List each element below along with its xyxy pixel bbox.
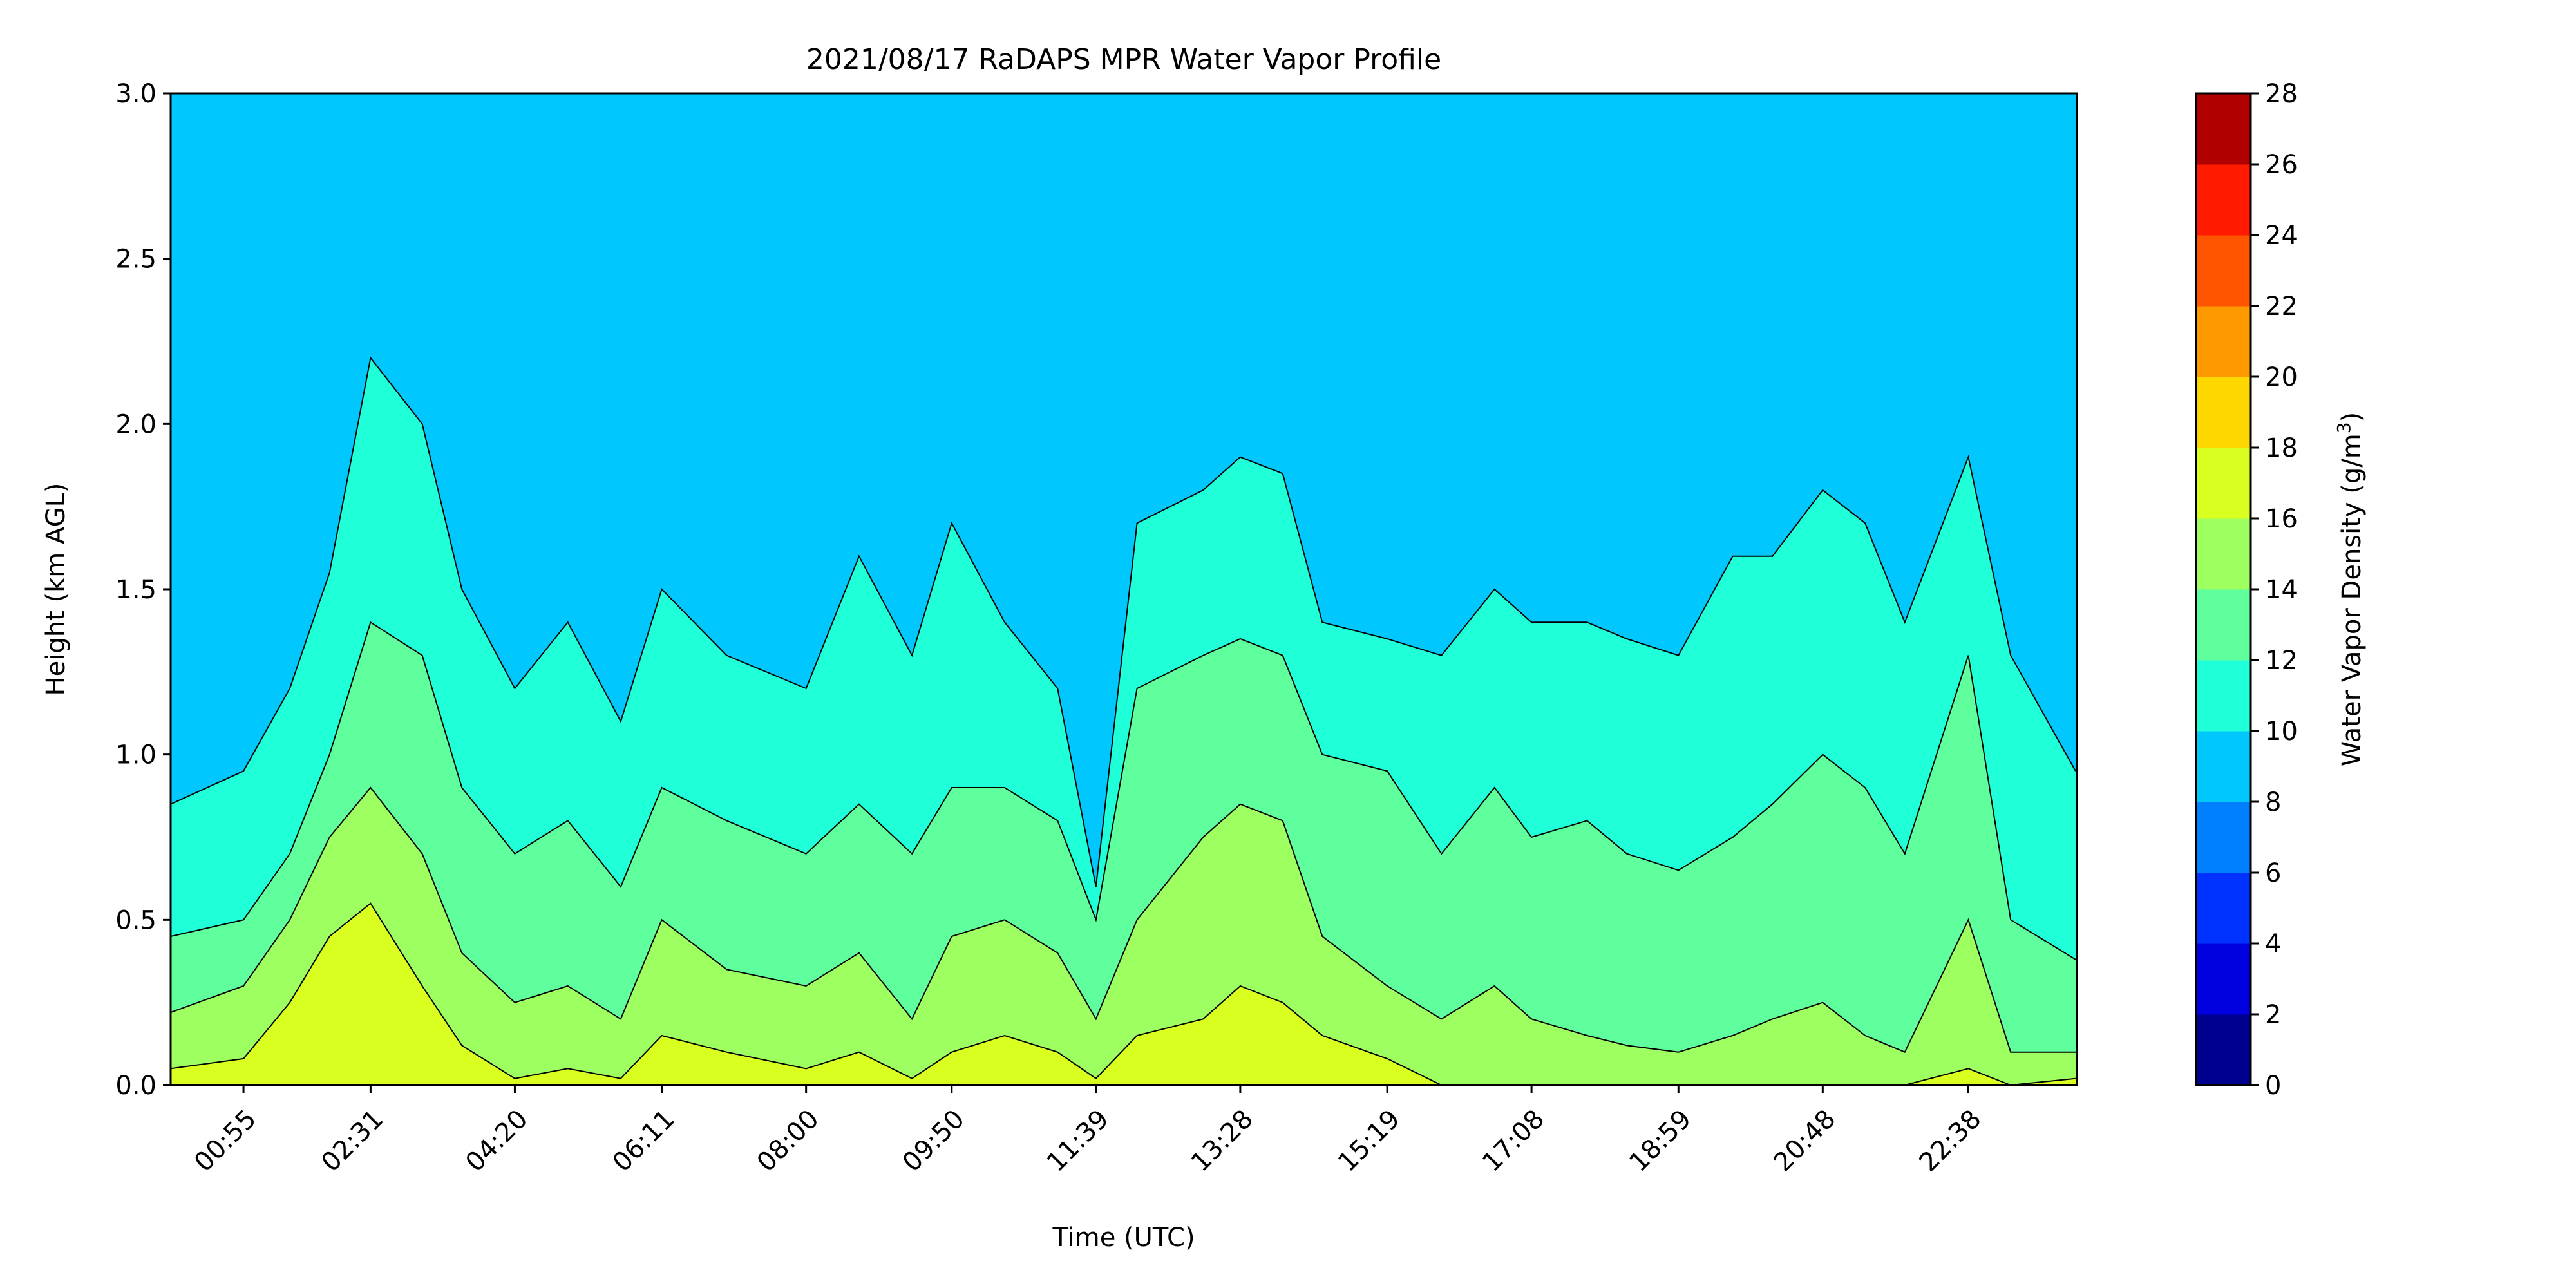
colorbar-tick-label: 4	[2265, 929, 2281, 959]
colorbar-segment	[2196, 518, 2251, 590]
y-tick-label: 0.0	[115, 1071, 156, 1101]
y-tick-label: 3.0	[115, 79, 156, 109]
colorbar-segment	[2196, 943, 2251, 1015]
colorbar-tick-label: 22	[2265, 292, 2298, 321]
band-16	[171, 903, 2076, 1085]
colorbar-segment	[2196, 448, 2251, 519]
colorbar-tick-label: 6	[2265, 858, 2281, 888]
colorbar-tick-label: 18	[2265, 433, 2298, 463]
x-tick-label: 06:11	[607, 1104, 681, 1178]
colorbar-label-superscript: 3	[2333, 422, 2354, 433]
colorbar-segment	[2196, 1014, 2251, 1086]
y-tick-label: 1.5	[115, 575, 156, 605]
colorbar-tick-label: 2	[2265, 1000, 2281, 1030]
colorbar-segment	[2196, 306, 2251, 377]
y-axis-label: Height (km AGL)	[41, 483, 71, 696]
x-tick-label: 11:39	[1041, 1104, 1115, 1178]
contour-line-10	[171, 356, 2076, 887]
colorbar-tick-label: 0	[2265, 1071, 2281, 1101]
x-axis-ticks: 00:55 02:31 04:20 06:11 08:00 09:50 11:39 13:28…	[189, 1085, 1987, 1178]
colorbar-label-close: )	[2337, 412, 2367, 422]
x-tick-label: 20:48	[1768, 1104, 1841, 1178]
x-tick-label: 22:38	[1913, 1104, 1987, 1178]
x-tick-label: 08:00	[752, 1104, 825, 1178]
colorbar-segment	[2196, 873, 2251, 944]
colorbar-segment	[2196, 164, 2251, 236]
band-14	[171, 788, 2076, 1085]
colorbar-tick-label: 16	[2265, 504, 2298, 534]
colorbar-tick-label: 24	[2265, 221, 2298, 251]
colorbar-tick-label: 8	[2265, 788, 2281, 817]
plot-area	[169, 92, 2078, 1086]
y-tick-label: 1.0	[115, 741, 156, 770]
colorbar-segment	[2196, 660, 2251, 732]
contour-line-12	[171, 621, 2076, 960]
colorbar-tick-label: 10	[2265, 717, 2298, 746]
x-tick-label: 02:31	[316, 1104, 389, 1178]
contour-line-16	[171, 902, 2076, 1085]
colorbar-segment	[2196, 377, 2251, 448]
colorbar-tick-label: 28	[2265, 79, 2298, 109]
colorbar-tick-label: 20	[2265, 363, 2298, 392]
x-tick-label: 04:20	[460, 1104, 533, 1178]
y-tick-label: 0.5	[115, 905, 156, 935]
x-tick-label: 15:19	[1332, 1104, 1406, 1178]
x-tick-label: 13:28	[1186, 1104, 1259, 1178]
y-axis-ticks: 0.0 0.5 1.0 1.5 2.0 2.5 3.0	[115, 79, 171, 1101]
y-tick-label: 2.5	[115, 245, 156, 274]
x-axis-label: Time (UTC)	[1052, 1223, 1195, 1253]
colorbar-segment	[2196, 731, 2251, 802]
x-tick-label: 17:08	[1477, 1104, 1550, 1178]
colorbar-tick-label: 12	[2265, 646, 2298, 676]
colorbar-tick-label: 26	[2265, 150, 2298, 180]
colorbar-segment	[2196, 235, 2251, 307]
colorbar-segment	[2196, 93, 2251, 165]
contour-line-14	[171, 786, 2076, 1053]
x-tick-label: 09:50	[897, 1104, 971, 1178]
colorbar-label: Water Vapor Density (g/m3)	[2333, 412, 2367, 766]
chart-title: 2021/08/17 RaDAPS MPR Water Vapor Profil…	[806, 43, 1441, 76]
x-tick-label: 00:55	[189, 1104, 262, 1178]
colorbar-segment	[2196, 802, 2251, 873]
colorbar-tick-label: 14	[2265, 575, 2298, 605]
x-tick-label: 18:59	[1624, 1104, 1697, 1178]
y-tick-label: 2.0	[115, 410, 156, 439]
colorbar-segment	[2196, 589, 2251, 661]
